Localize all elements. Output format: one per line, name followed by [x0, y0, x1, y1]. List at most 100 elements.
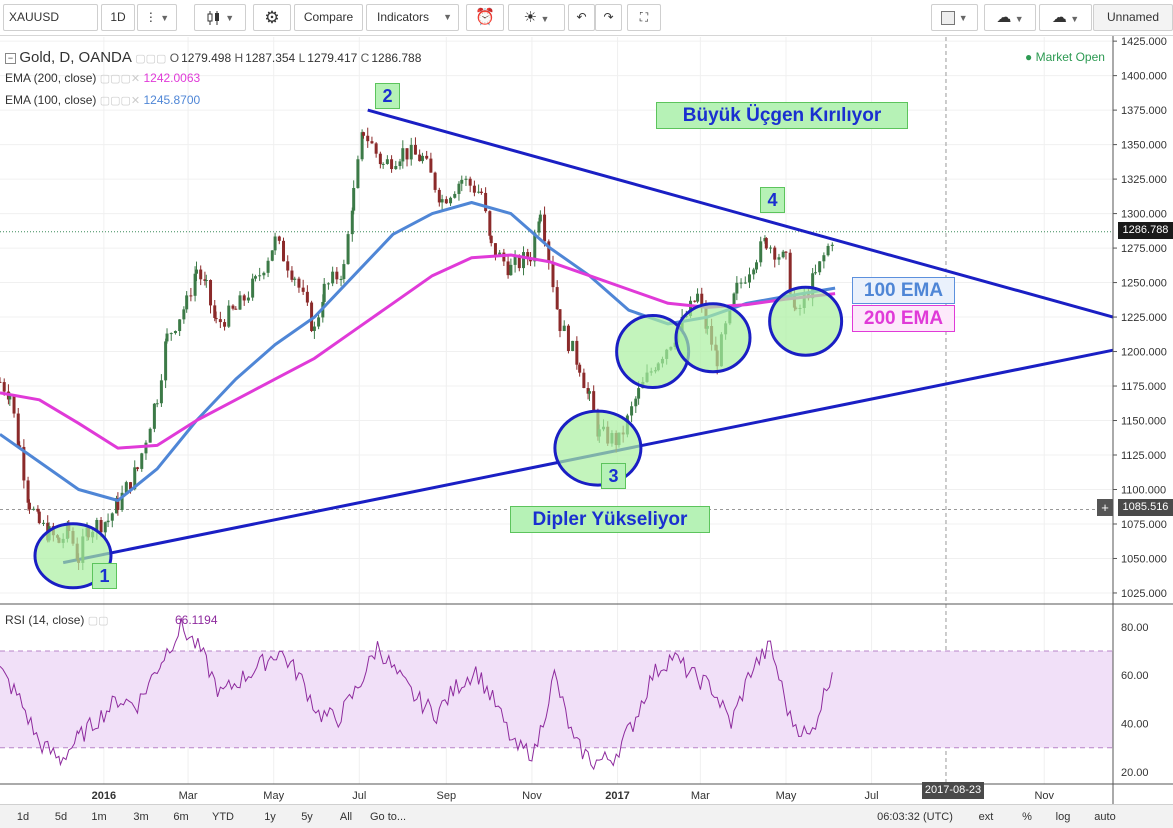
- candle-body: [440, 199, 444, 203]
- candle-body: [493, 243, 497, 257]
- candle-body: [526, 252, 530, 259]
- alert-button[interactable]: ⏰: [466, 4, 504, 31]
- legend-tools-icon[interactable]: ▢▢: [87, 615, 109, 627]
- collapse-icon[interactable]: −: [5, 53, 16, 65]
- price-tick-label: 1050.000: [1121, 553, 1167, 565]
- market-status: ● Market Open: [1025, 50, 1105, 64]
- candle-body: [509, 264, 513, 276]
- scale-option-percent[interactable]: %: [1022, 811, 1032, 823]
- fullscreen-icon: ⛶: [639, 10, 649, 24]
- ideas-button[interactable]: ☀ ▼: [508, 4, 565, 31]
- symbol-search-input[interactable]: XAUUSD: [3, 4, 98, 31]
- close-label: C: [360, 51, 370, 65]
- settings-button[interactable]: ⚙: [253, 4, 291, 31]
- color-button[interactable]: ▼: [931, 4, 978, 31]
- price-tick-label: 1325.000: [1121, 174, 1167, 186]
- chevron-down-icon: ▼: [225, 13, 235, 23]
- candle-body: [231, 305, 235, 309]
- interval-more-button[interactable]: ⋮ ▼: [137, 4, 177, 31]
- candle-body: [826, 245, 830, 256]
- point-3-label: 3: [601, 463, 626, 489]
- rsi-legend[interactable]: RSI (14, close) ▢▢ 66.1194: [5, 613, 218, 627]
- candle-body: [312, 326, 316, 331]
- candle-body: [586, 387, 590, 394]
- bottom-bar: 1d 5d 1m 3m 6m YTD 1y 5y All Go to... 06:03:32 (…: [0, 804, 1173, 828]
- scale-option-ext[interactable]: ext: [978, 811, 994, 823]
- candle-body: [578, 364, 582, 373]
- candle-body: [700, 293, 704, 306]
- chevron-down-icon: ▼: [160, 13, 170, 23]
- range-button-ytd[interactable]: YTD: [212, 811, 234, 823]
- candle-body: [759, 241, 763, 263]
- rsi-tick-label: 40.00: [1121, 719, 1149, 731]
- cloud-download-icon: ☁: [996, 9, 1012, 26]
- range-button-5d[interactable]: 5d: [54, 811, 68, 823]
- candle-body: [543, 214, 547, 242]
- candle-body: [696, 293, 700, 302]
- load-layout-button[interactable]: ☁ ▼: [984, 4, 1036, 31]
- candle-body: [106, 520, 110, 523]
- candle-body: [136, 467, 140, 469]
- chart-type-button[interactable]: ▼: [194, 4, 246, 31]
- price-tick-label: 1200.000: [1121, 347, 1167, 359]
- candle-body: [743, 282, 747, 284]
- candle-body: [12, 394, 16, 414]
- candle-body: [110, 513, 114, 521]
- candle-body: [335, 271, 339, 280]
- ema100-legend[interactable]: EMA (100, close) ▢▢▢✕ 1245.8700: [5, 93, 200, 107]
- range-button-5y[interactable]: 5y: [301, 811, 313, 823]
- candle-body: [362, 132, 366, 136]
- scale-option-auto[interactable]: auto: [1094, 811, 1116, 823]
- candle-body: [413, 144, 417, 155]
- indicators-button[interactable]: Indicators ▼: [366, 4, 459, 31]
- candle-body: [444, 199, 448, 204]
- legend-tools-icon[interactable]: ▢▢▢✕: [99, 95, 141, 107]
- candle-body: [398, 161, 402, 167]
- candle-body: [502, 252, 506, 262]
- cloud-upload-icon: ☁: [1051, 9, 1067, 26]
- redo-button[interactable]: ↷: [595, 4, 622, 31]
- chevron-down-icon: ▼: [1070, 14, 1080, 24]
- fullscreen-button[interactable]: ⛶: [627, 4, 661, 31]
- ema200-legend[interactable]: EMA (200, close) ▢▢▢✕ 1242.0063: [5, 71, 200, 85]
- high-value: 1287.354: [245, 51, 296, 65]
- higher-lows-label: Dipler Yükseliyor: [510, 506, 710, 533]
- rsi-band-fill: [0, 650, 1113, 748]
- undo-button[interactable]: ↶: [568, 4, 595, 31]
- candle-body: [218, 319, 222, 323]
- triangle-breakout-label: Büyük Üçgen Kırılıyor: [656, 102, 908, 129]
- range-button-6m[interactable]: 6m: [173, 811, 189, 823]
- legend-tools-icon[interactable]: ▢▢▢✕: [99, 73, 141, 85]
- candle-body: [18, 445, 22, 447]
- range-button-3m[interactable]: 3m: [133, 811, 149, 823]
- candle-body: [457, 183, 461, 194]
- candle-body: [165, 333, 169, 342]
- price-tick-label: 1225.000: [1121, 312, 1167, 324]
- save-layout-button[interactable]: ☁ ▼: [1039, 4, 1092, 31]
- range-button-all[interactable]: All: [339, 811, 353, 823]
- main-legend: − Gold, D, OANDA ▢▢▢ O 1279.498 H 1287.354…: [5, 49, 421, 66]
- compare-button[interactable]: Compare: [294, 4, 363, 31]
- clock[interactable]: 06:03:32 (UTC): [877, 811, 953, 823]
- candle-body: [566, 325, 570, 351]
- chart-svg[interactable]: 1025.000 1050.000 1075.000 1100.000 1125.000…: [0, 36, 1173, 804]
- add-crosshair-icon[interactable]: +: [1097, 499, 1113, 516]
- chart-area[interactable]: 1025.000 1050.000 1075.000 1100.000 1125.000…: [0, 36, 1173, 804]
- legend-tools-icon[interactable]: ▢▢▢: [135, 53, 167, 65]
- scale-option-log[interactable]: log: [1055, 811, 1071, 823]
- candle-body: [374, 143, 378, 154]
- range-button-1m[interactable]: 1m: [91, 811, 107, 823]
- goto-button[interactable]: Go to...: [370, 811, 407, 823]
- candle-body: [103, 522, 107, 533]
- interval-button[interactable]: 1D: [101, 4, 135, 31]
- candle-body: [453, 193, 457, 198]
- range-button-1y[interactable]: 1y: [264, 811, 276, 823]
- candle-body: [390, 159, 394, 170]
- candle-body: [517, 256, 521, 269]
- price-tick-label: 1075.000: [1121, 519, 1167, 531]
- price-tick-label: 1300.000: [1121, 209, 1167, 221]
- candle-body: [764, 238, 768, 249]
- candle-body: [317, 317, 321, 327]
- layout-name-button[interactable]: Unnamed: [1093, 4, 1173, 31]
- range-button-1d[interactable]: 1d: [16, 811, 30, 823]
